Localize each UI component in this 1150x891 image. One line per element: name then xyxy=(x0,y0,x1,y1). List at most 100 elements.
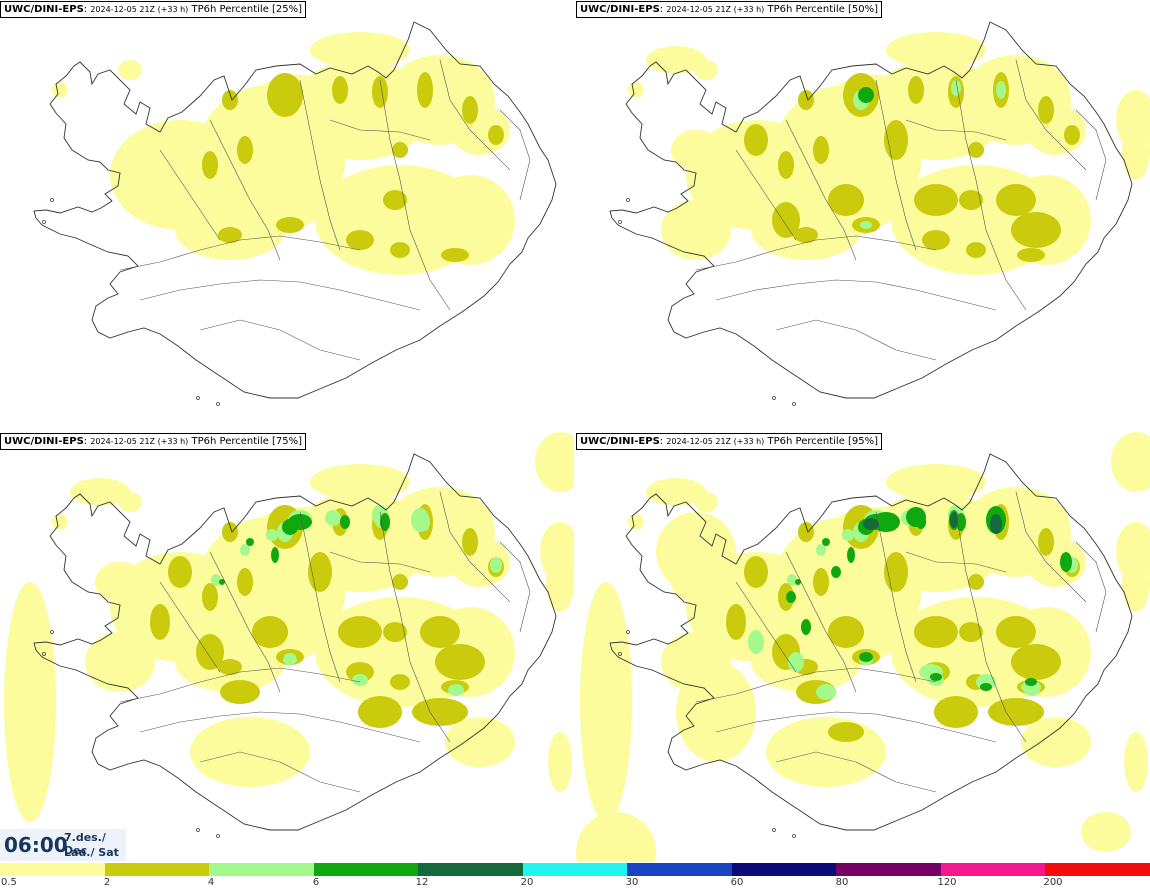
precip-area-moderate xyxy=(914,616,958,648)
precip-area-heavy xyxy=(822,538,830,546)
precip-area-heavy xyxy=(980,683,992,691)
legend-tick: 2 xyxy=(103,877,111,888)
legend-swatch xyxy=(731,863,837,876)
precip-area-moderate xyxy=(828,184,864,216)
precip-area-moderate xyxy=(218,227,242,243)
valid-date: 7.des./ Dec xyxy=(64,831,106,857)
precip-area-heavy xyxy=(842,529,854,541)
precip-area-moderate xyxy=(417,72,433,108)
legend-tick: 120 xyxy=(937,877,957,888)
map-boundary-line xyxy=(955,511,1027,743)
precip-area-heavy xyxy=(831,566,841,578)
legend-swatch xyxy=(627,863,732,876)
precip-area-moderate xyxy=(934,696,978,728)
map-boundary-line xyxy=(439,59,511,171)
precip-area-moderate xyxy=(959,190,983,210)
island xyxy=(50,630,54,634)
precip-area-moderate xyxy=(968,574,984,590)
map-boundary-line xyxy=(199,319,361,361)
precip-area-heavy xyxy=(950,512,958,528)
precip-area-moderate xyxy=(488,125,504,145)
precip-area-moderate xyxy=(922,230,950,250)
precip-area-heavy xyxy=(906,507,926,527)
precip-area-moderate xyxy=(202,583,218,611)
map-boundary-line xyxy=(119,667,361,703)
precip-area-moderate xyxy=(202,151,218,179)
map-boundary-line xyxy=(209,119,281,261)
legend-tick: 20 xyxy=(520,877,534,888)
precip-area-moderate xyxy=(220,680,260,704)
map-boundary-line xyxy=(1075,541,1107,633)
map-boundary-line xyxy=(955,79,1027,311)
map-boundary-line xyxy=(159,149,221,241)
map-panel-p75: UWC/DINI-EPS: 2024-12-05 21Z (+33 h) TP6… xyxy=(0,432,574,862)
precip-area-moderate xyxy=(308,552,332,592)
precip-area-moderate xyxy=(218,659,242,675)
precip-area-heavy xyxy=(1060,552,1072,572)
precip-area-moderate xyxy=(988,698,1044,726)
island xyxy=(618,652,622,656)
map-boundary-line xyxy=(299,79,341,251)
map-boundary-line xyxy=(905,119,1007,141)
precip-area-moderate xyxy=(968,142,984,158)
legend-swatch xyxy=(1045,863,1150,876)
precip-area-heavy xyxy=(990,514,1002,534)
map-boundary-line xyxy=(695,235,937,271)
coastline xyxy=(609,453,1133,831)
precip-area-moderate xyxy=(412,698,468,726)
precip-area-heavy xyxy=(816,544,826,556)
map-boundary-line xyxy=(735,581,797,673)
map-boundary-line xyxy=(735,149,797,241)
precip-area-light xyxy=(656,512,736,592)
precip-area-light xyxy=(310,32,410,68)
precip-area-light xyxy=(661,200,731,260)
precip-area-heavy xyxy=(951,80,961,96)
coastline xyxy=(33,21,557,399)
map-boundary-line xyxy=(329,551,431,573)
legend-tick: 200 xyxy=(1043,877,1063,888)
precip-area-heavy xyxy=(448,684,464,696)
precip-area-moderate xyxy=(346,662,374,682)
island xyxy=(42,220,46,224)
precip-area-moderate xyxy=(884,120,908,160)
precip-area-moderate xyxy=(996,616,1036,648)
map-boundary-line xyxy=(139,711,421,743)
precip-area-moderate xyxy=(420,616,460,648)
precip-area-light xyxy=(310,464,410,500)
island xyxy=(792,834,796,838)
panel-title: UWC/DINI-EPS: 2024-12-05 21Z (+33 h) TP6… xyxy=(0,433,307,450)
precip-area-heavy xyxy=(352,674,368,686)
panel-title: UWC/DINI-EPS: 2024-12-05 21Z (+33 h) TP6… xyxy=(576,1,883,18)
precip-area-light xyxy=(70,478,130,506)
map-boundary-line xyxy=(1075,109,1107,201)
precip-area-light xyxy=(886,464,986,500)
precip-area-moderate xyxy=(267,73,303,117)
map-boundary-line xyxy=(199,751,361,793)
precip-area-light xyxy=(628,514,644,530)
precip-area-moderate xyxy=(1064,125,1080,145)
precip-area-light xyxy=(548,732,572,792)
precip-area-moderate xyxy=(778,151,794,179)
precip-area-moderate xyxy=(276,217,304,233)
precip-area-moderate xyxy=(1017,248,1045,262)
island xyxy=(50,198,54,202)
precip-area-moderate xyxy=(435,644,485,680)
precip-area-moderate xyxy=(726,604,746,640)
legend-swatch xyxy=(522,863,628,876)
legend-color-bar xyxy=(0,863,1150,876)
precip-area-moderate xyxy=(794,227,818,243)
precip-area-moderate xyxy=(798,90,814,110)
precip-area-moderate xyxy=(392,142,408,158)
precip-area-light xyxy=(535,432,574,492)
map-boundary-line xyxy=(775,319,937,361)
map-panel-p50: UWC/DINI-EPS: 2024-12-05 21Z (+33 h) TP6… xyxy=(576,0,1150,430)
precip-area-heavy xyxy=(860,221,872,229)
precip-area-moderate xyxy=(828,722,864,742)
precip-area-heavy xyxy=(1025,678,1037,686)
precip-area-moderate xyxy=(252,616,288,648)
precip-area-light xyxy=(425,175,515,265)
precip-area-heavy xyxy=(219,579,225,585)
map-boundary-line xyxy=(299,511,341,683)
precip-area-light xyxy=(445,717,515,767)
precip-area-light xyxy=(1111,432,1150,492)
